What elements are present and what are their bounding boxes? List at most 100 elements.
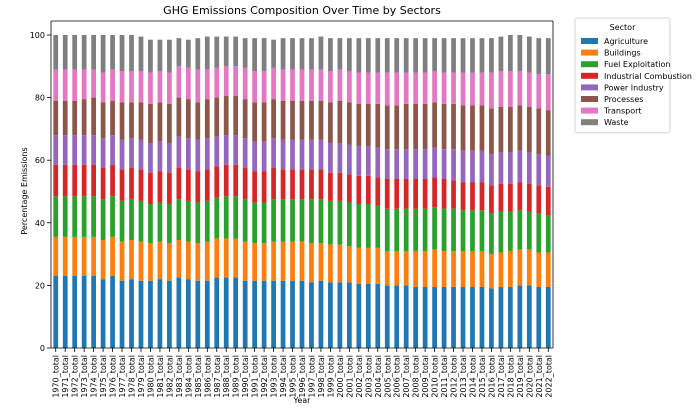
- bar-segment-waste: [261, 38, 267, 71]
- x-tick-label: 1975_total: [99, 355, 108, 398]
- bar-segment-power-industry: [479, 150, 485, 183]
- bar-segment-transport: [451, 72, 456, 104]
- bar-segment-industrial-combustion: [309, 169, 314, 200]
- bar-segment-agriculture: [508, 286, 513, 348]
- y-tick-label: 0: [40, 344, 45, 353]
- bar-segment-agriculture: [545, 286, 551, 348]
- bar-segment-buildings: [157, 241, 163, 280]
- bar-segment-buildings: [167, 243, 172, 281]
- bar-segment-transport: [384, 72, 390, 106]
- bar-segment-waste: [318, 36, 324, 70]
- bar-segment-power-industry: [346, 144, 352, 175]
- bar-segment-fuel-exploitation: [110, 196, 115, 237]
- bar-segment-waste: [157, 39, 163, 71]
- bar-segment-buildings: [148, 243, 153, 281]
- bar-segment-buildings: [261, 243, 267, 281]
- bar-segment-waste: [204, 36, 210, 70]
- bar-segment-fuel-exploitation: [309, 199, 314, 244]
- bar-segment-industrial-combustion: [508, 183, 513, 212]
- x-tick-label: 1979_total: [137, 355, 146, 398]
- bar-segment-industrial-combustion: [167, 172, 172, 205]
- bar-segment-waste: [432, 38, 437, 71]
- bar-segment-buildings: [299, 241, 305, 281]
- y-tick-label: 100: [30, 31, 45, 40]
- bar-segment-power-industry: [100, 138, 106, 169]
- bar-segment-processes: [318, 100, 324, 140]
- bar-segment-transport: [441, 72, 447, 104]
- bar-segment-waste: [195, 38, 201, 70]
- bar-segment-transport: [517, 71, 523, 106]
- bar-segment-buildings: [365, 247, 371, 284]
- x-tick-label: 2003_total: [364, 355, 373, 398]
- bar-segment-agriculture: [337, 282, 343, 348]
- bar-segment-agriculture: [185, 279, 191, 348]
- bar-segment-agriculture: [451, 286, 456, 348]
- bar-segment-waste: [252, 38, 258, 71]
- bar-segment-power-industry: [204, 138, 210, 170]
- bar-segment-transport: [356, 72, 362, 104]
- bar-segment-industrial-combustion: [110, 164, 115, 197]
- bar-segment-processes: [81, 99, 87, 136]
- bar-segment-industrial-combustion: [252, 171, 258, 203]
- bar-segment-industrial-combustion: [328, 172, 333, 201]
- bar-segment-waste: [81, 35, 87, 70]
- x-tick-label: 2009_total: [421, 355, 430, 398]
- bar-segment-waste: [299, 38, 305, 70]
- bar-segment-waste: [214, 36, 220, 68]
- bar-segment-agriculture: [233, 277, 239, 348]
- legend-swatch: [581, 72, 598, 79]
- x-tick-label: 1988_total: [222, 355, 231, 398]
- bar-segment-agriculture: [72, 276, 78, 348]
- bar-segment-power-industry: [214, 136, 220, 167]
- bar-segment-waste: [290, 38, 295, 70]
- bar-segment-buildings: [536, 252, 542, 287]
- bar-segment-industrial-combustion: [72, 164, 78, 197]
- bar-segment-transport: [479, 72, 485, 106]
- bar-segment-agriculture: [489, 288, 494, 348]
- bar-segment-agriculture: [204, 280, 210, 348]
- bar-segment-agriculture: [375, 283, 381, 348]
- bar-segment-transport: [280, 69, 286, 101]
- bar-segment-power-industry: [176, 136, 182, 169]
- bar-segment-industrial-combustion: [280, 169, 286, 200]
- bar-segment-buildings: [138, 241, 144, 281]
- bar-segment-fuel-exploitation: [536, 213, 542, 253]
- bar-segment-waste: [223, 36, 229, 67]
- bar-segment-waste: [242, 38, 248, 68]
- legend-label: Transport: [603, 107, 642, 116]
- bar-segment-waste: [129, 35, 134, 71]
- bar-segment-agriculture: [432, 286, 437, 348]
- bar-segment-industrial-combustion: [422, 178, 428, 209]
- bar-segment-fuel-exploitation: [517, 210, 523, 250]
- bar-segment-power-industry: [508, 152, 513, 184]
- x-tick-label: 2013_total: [459, 355, 468, 398]
- bar-segment-power-industry: [309, 139, 314, 170]
- bar-segment-buildings: [129, 240, 134, 280]
- bar-segment-processes: [195, 102, 201, 140]
- bar-segment-buildings: [489, 254, 494, 289]
- bar-segment-industrial-combustion: [460, 182, 466, 211]
- bar-segment-industrial-combustion: [204, 169, 210, 201]
- bar-segment-transport: [176, 66, 182, 98]
- bar-segment-processes: [432, 102, 437, 148]
- bar-segment-industrial-combustion: [176, 168, 182, 200]
- y-tick-label: 40: [35, 219, 45, 228]
- bar-segment-power-industry: [72, 135, 78, 165]
- bar-segment-transport: [119, 71, 125, 103]
- bar-segment-power-industry: [498, 152, 504, 184]
- bar-segment-fuel-exploitation: [365, 204, 371, 248]
- bar-segment-power-industry: [110, 135, 115, 165]
- bar-segment-agriculture: [271, 280, 276, 348]
- bar-segment-waste: [148, 39, 153, 73]
- bar-segment-processes: [470, 105, 475, 151]
- x-tick-label: 2002_total: [355, 355, 364, 398]
- bar-segment-buildings: [508, 250, 513, 287]
- x-tick-label: 1970_total: [52, 355, 61, 398]
- bar-segment-industrial-combustion: [81, 164, 87, 197]
- bar-segment-industrial-combustion: [356, 175, 362, 205]
- bar-segment-fuel-exploitation: [81, 196, 87, 237]
- bar-segment-buildings: [441, 250, 447, 287]
- x-tick-label: 1989_total: [232, 355, 241, 398]
- bar-segment-waste: [403, 38, 409, 73]
